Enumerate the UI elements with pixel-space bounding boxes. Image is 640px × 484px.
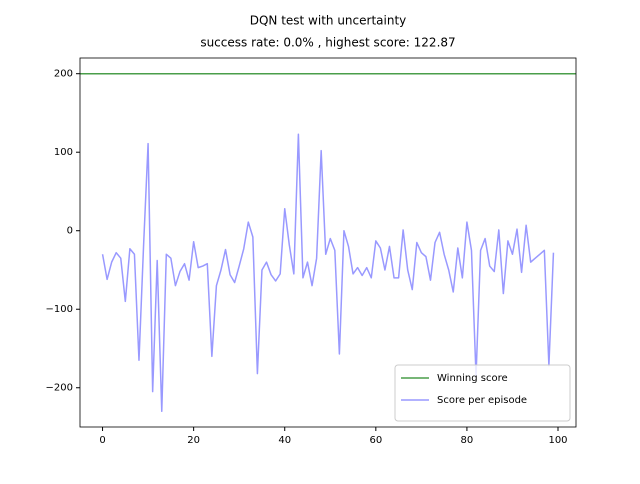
legend-box bbox=[394, 364, 571, 422]
legend-label: Winning score bbox=[437, 373, 508, 384]
x-tick-label: 100 bbox=[548, 435, 567, 446]
y-tick-label: 200 bbox=[54, 69, 73, 80]
chart-title: DQN test with uncertainty bbox=[250, 14, 407, 28]
y-tick-label: −200 bbox=[46, 383, 73, 394]
y-tick-label: 100 bbox=[54, 147, 73, 158]
x-tick-label: 20 bbox=[187, 435, 200, 446]
legend-label: Score per episode bbox=[437, 395, 527, 406]
series-line bbox=[101, 133, 555, 413]
chart-subtitle: success rate: 0.0% , highest score: 122.… bbox=[200, 36, 455, 50]
x-tick-label: 80 bbox=[461, 435, 474, 446]
x-tick-label: 40 bbox=[278, 435, 291, 446]
y-tick-label: −100 bbox=[46, 304, 73, 315]
y-tick-label: 0 bbox=[67, 226, 73, 237]
plot-frame bbox=[79, 57, 577, 428]
x-tick-label: 60 bbox=[369, 435, 382, 446]
x-tick-label: 0 bbox=[99, 435, 105, 446]
